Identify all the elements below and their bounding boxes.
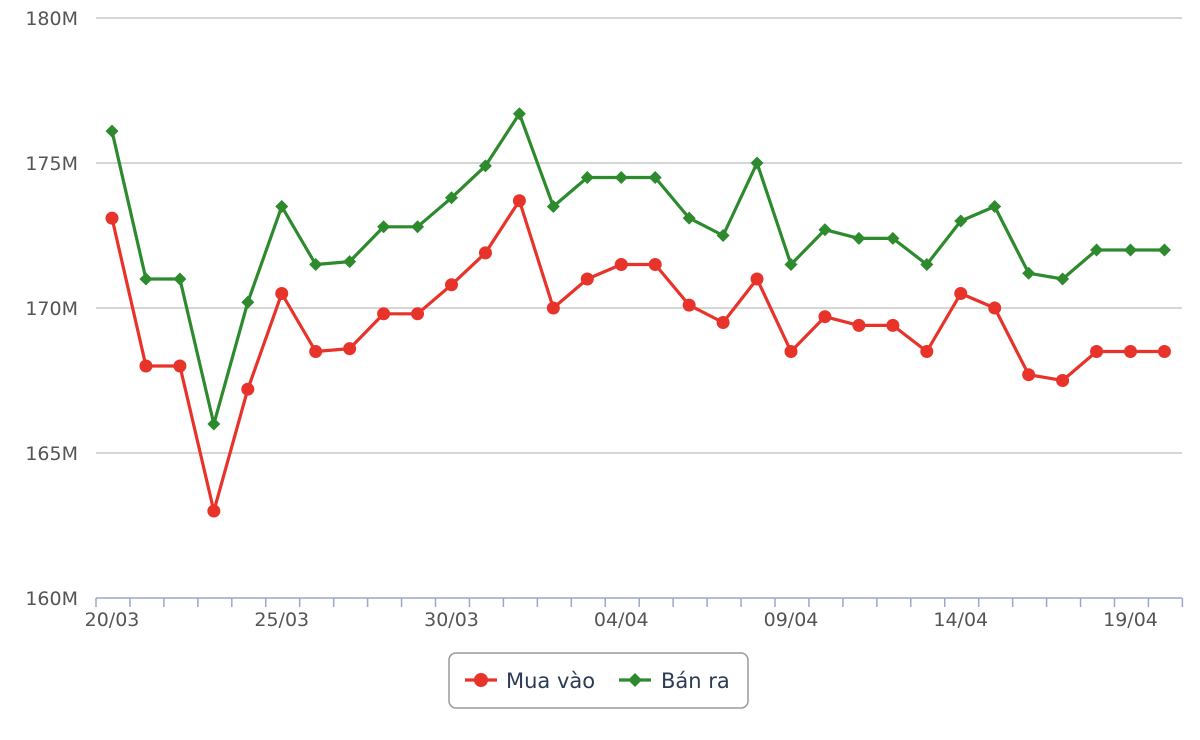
data-point[interactable] [614,258,628,271]
data-point[interactable] [1157,345,1171,358]
series-group [105,107,1171,518]
data-point[interactable] [784,258,798,271]
data-point[interactable] [546,200,560,213]
legend-item[interactable]: Bán ra [619,669,730,693]
y-tick-label: 160M [25,588,78,610]
data-point[interactable] [818,223,832,237]
x-tick-label: 25/03 [254,609,309,631]
legend[interactable]: Mua vào Bán ra [448,652,749,709]
data-point[interactable] [275,200,289,213]
legend-label: Bán ra [661,669,730,693]
data-point[interactable] [478,159,492,173]
data-point[interactable] [920,258,934,271]
data-point[interactable] [682,211,696,225]
legend-label: Mua vào [506,669,595,693]
data-point[interactable] [1090,243,1104,257]
y-tick-label: 175M [25,153,78,175]
y-tick-label: 180M [25,8,78,30]
data-point[interactable] [1124,345,1137,358]
legend-box [448,652,749,709]
data-point[interactable] [1056,272,1070,286]
data-point[interactable] [411,220,425,234]
data-point[interactable] [954,214,968,228]
legend-marker [628,673,642,687]
x-tick-label: 04/04 [594,609,649,631]
series-line [110,112,1165,426]
data-point[interactable] [784,345,798,358]
data-point[interactable] [852,318,866,332]
x-tick-label: 30/03 [424,609,479,631]
data-point[interactable] [716,316,730,329]
data-point[interactable] [343,255,357,269]
x-tick-label: 20/03 [85,609,140,631]
x-axis: 20/03 25/03 30/03 04/04 09/04 14/04 19/04 [85,597,1184,631]
data-point[interactable] [682,298,696,312]
data-point[interactable] [241,295,255,309]
x-tick-label: 14/04 [933,609,988,631]
data-point[interactable] [546,301,560,315]
data-point[interactable] [173,272,187,286]
series-mua-vao [105,194,1171,518]
data-point[interactable] [988,301,1002,315]
data-point[interactable] [716,229,730,242]
data-point[interactable] [105,211,119,225]
data-point[interactable] [411,307,425,321]
data-point[interactable] [648,171,662,184]
data-point[interactable] [580,272,594,286]
series-ban-ra [105,107,1171,431]
data-point[interactable] [512,107,526,121]
data-point[interactable] [1022,368,1036,382]
data-point[interactable] [173,359,187,373]
data-point[interactable] [1090,345,1104,358]
y-axis: 160M 165M 170M 175M 180M [25,8,78,610]
data-point[interactable] [1022,266,1036,280]
grid-lines [96,17,1182,454]
data-point[interactable] [988,200,1002,213]
data-point[interactable] [512,194,526,208]
data-point[interactable] [139,272,153,286]
data-point[interactable] [954,287,968,300]
data-point[interactable] [852,231,866,245]
data-point[interactable] [445,278,458,292]
series-line [110,199,1165,513]
y-tick-label: 165M [25,443,78,465]
x-tick-label: 19/04 [1103,609,1158,631]
data-point[interactable] [343,342,357,356]
data-point[interactable] [309,258,323,271]
data-point[interactable] [275,287,289,300]
data-point[interactable] [309,345,323,358]
data-point[interactable] [886,231,900,245]
data-point[interactable] [920,345,934,358]
legend-item[interactable]: Mua vào [465,669,595,693]
data-point[interactable] [614,171,628,184]
data-point[interactable] [105,124,119,138]
data-point[interactable] [207,417,221,431]
data-point[interactable] [377,220,391,234]
legend-marker [474,673,488,687]
data-point[interactable] [750,156,764,170]
data-point[interactable] [241,382,255,396]
data-point[interactable] [478,246,492,260]
data-point[interactable] [1157,243,1171,257]
y-tick-label: 170M [25,298,78,320]
data-point[interactable] [750,272,764,286]
data-point[interactable] [1124,243,1137,257]
data-point[interactable] [886,318,900,332]
x-tick-label: 09/04 [764,609,819,631]
data-point[interactable] [818,310,832,324]
data-point[interactable] [445,191,458,205]
data-point[interactable] [139,359,153,373]
data-point[interactable] [648,258,662,271]
data-point[interactable] [1056,374,1070,387]
data-point[interactable] [207,504,221,518]
data-point[interactable] [580,171,594,184]
data-point[interactable] [377,307,391,321]
